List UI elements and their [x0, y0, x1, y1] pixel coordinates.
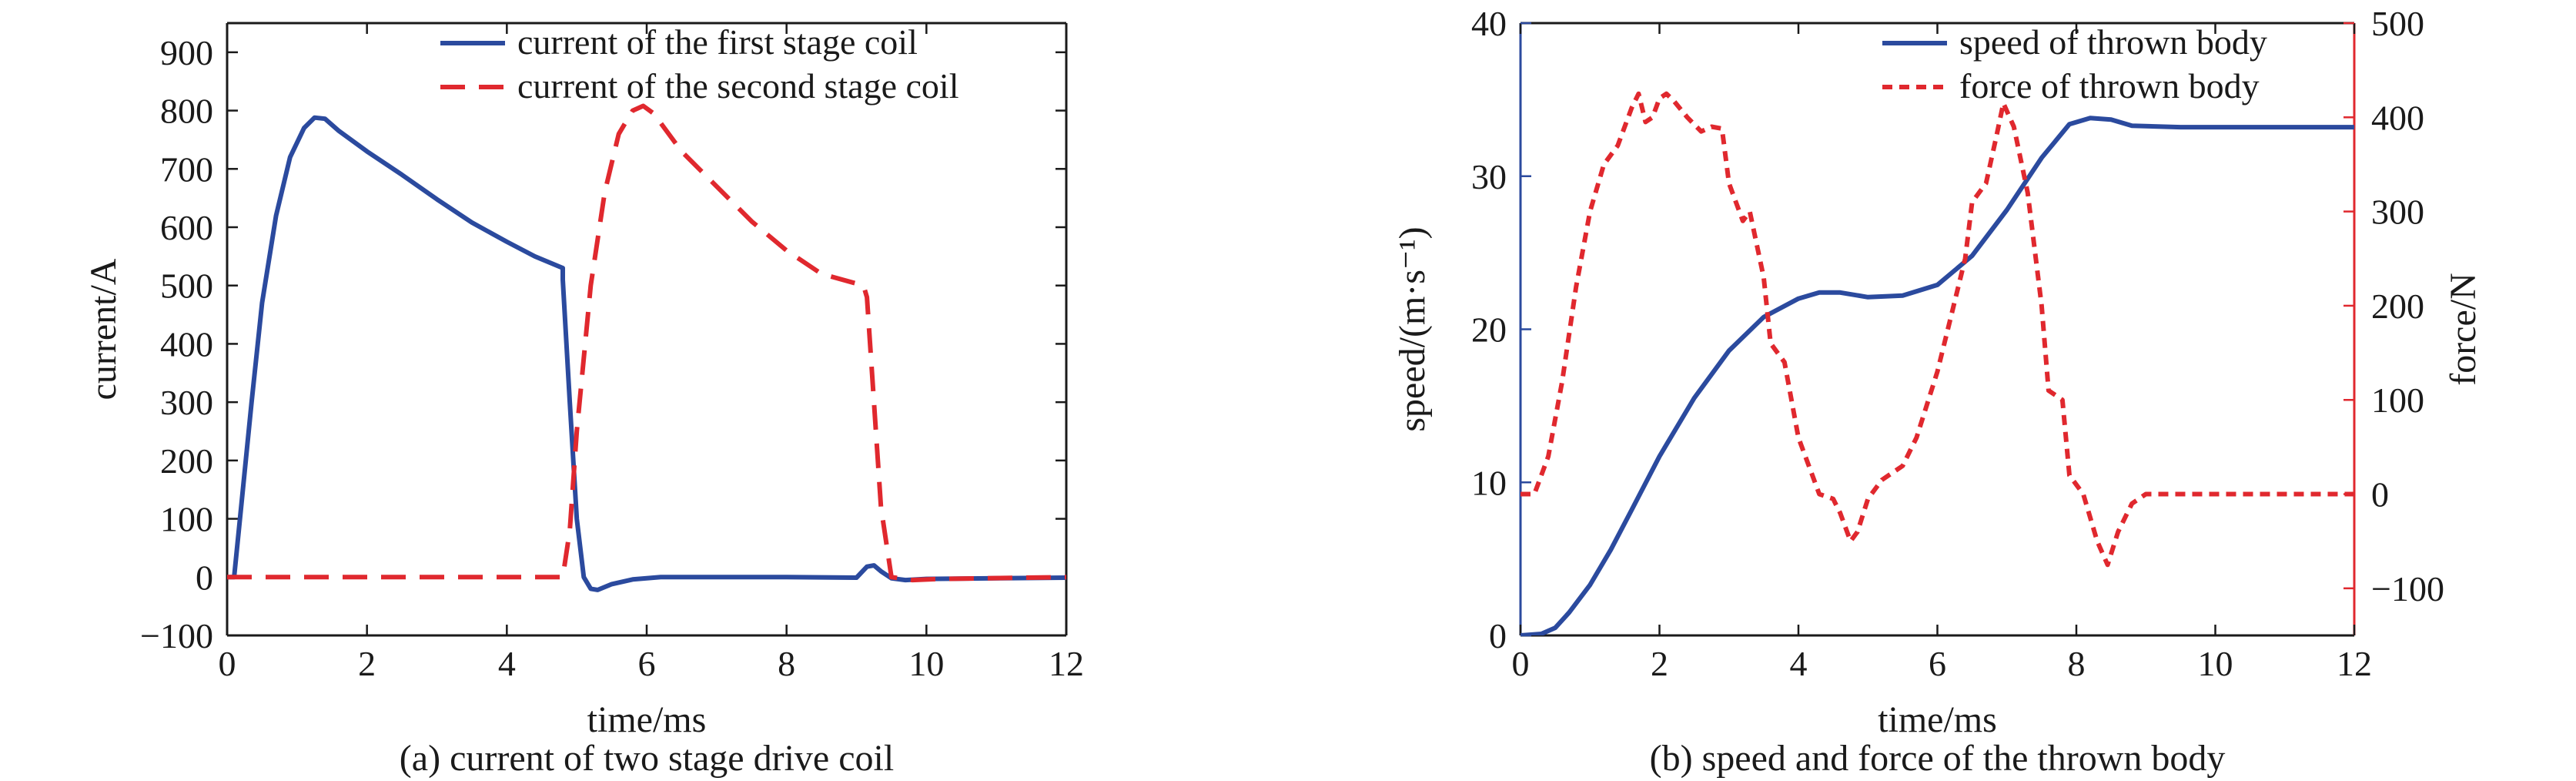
y-tick-label: 10 [1471, 463, 1507, 502]
y2-tick-label: 100 [2371, 380, 2424, 420]
y2-tick-label: 500 [2371, 4, 2424, 43]
y-tick-label: 700 [160, 149, 213, 189]
x-tick-label: 2 [1651, 644, 1668, 683]
x-tick-label: 6 [638, 644, 656, 683]
y-tick-label: 200 [160, 441, 213, 481]
series-line-2 [227, 103, 1066, 583]
y-tick-label: 40 [1471, 4, 1507, 43]
y-tick-label: 900 [160, 33, 213, 72]
legend-entry-1: current of the first stage coil [517, 22, 918, 62]
legend-entry-2: force of thrown body [1959, 66, 2260, 106]
x-tick-label: 12 [1049, 644, 1084, 683]
y-tick-label: 100 [160, 500, 213, 539]
series-line-1 [1521, 116, 2354, 635]
y-tick-label: 0 [1489, 616, 1507, 655]
series-line-1 [227, 115, 1066, 592]
x-tick-label: 8 [778, 644, 795, 683]
x-tick-label: 4 [498, 644, 516, 683]
y2-tick-label: 300 [2371, 193, 2424, 232]
chart-caption: (b) speed and force of the thrown body [1650, 738, 2226, 779]
y-tick-label: 30 [1471, 157, 1507, 196]
x-tick-label: 10 [2198, 644, 2233, 683]
chart-caption: (a) current of two stage drive coil [400, 738, 894, 779]
x-tick-label: 0 [219, 644, 236, 683]
x-axis-label: time/ms [1878, 699, 1997, 740]
y-axis-label: speed/(m·s⁻¹) [1392, 226, 1433, 431]
series-line-2 [1521, 91, 2354, 568]
y-tick-label: 800 [160, 92, 213, 131]
x-tick-label: 6 [1929, 644, 1946, 683]
y-axis-label: current/A [83, 258, 124, 400]
y-tick-label: 0 [196, 558, 213, 597]
legend-entry-2: current of the second stage coil [517, 66, 959, 106]
y2-tick-label: −100 [2371, 569, 2444, 608]
x-tick-label: 10 [908, 644, 944, 683]
y-tick-label: −100 [140, 616, 213, 655]
x-axis-label: time/ms [587, 699, 707, 740]
x-tick-label: 4 [1790, 644, 1808, 683]
y2-tick-label: 200 [2371, 287, 2424, 326]
y-tick-label: 500 [160, 266, 213, 306]
x-tick-label: 8 [2068, 644, 2086, 683]
legend-entry-1: speed of thrown body [1959, 22, 2267, 62]
y-tick-label: 400 [160, 324, 213, 364]
chart-b: 0 2 4 6 8 10 12 0 10 20 30 40 −100 0 100 200 300 400 500 ti… [1392, 4, 2484, 779]
x-tick-label: 12 [2337, 644, 2372, 683]
y2-tick-label: 0 [2371, 475, 2389, 515]
y-tick-label: 600 [160, 208, 213, 247]
y-tick-label: 300 [160, 383, 213, 422]
y-tick-label: 20 [1471, 310, 1507, 350]
chart-a: 0 2 4 6 8 10 12−100010020030040050060070080090… [83, 22, 1084, 779]
x-tick-label: 0 [1512, 644, 1530, 683]
y2-tick-label: 400 [2371, 98, 2424, 137]
y2-axis-label: force/N [2443, 273, 2484, 386]
x-tick-label: 2 [358, 644, 376, 683]
